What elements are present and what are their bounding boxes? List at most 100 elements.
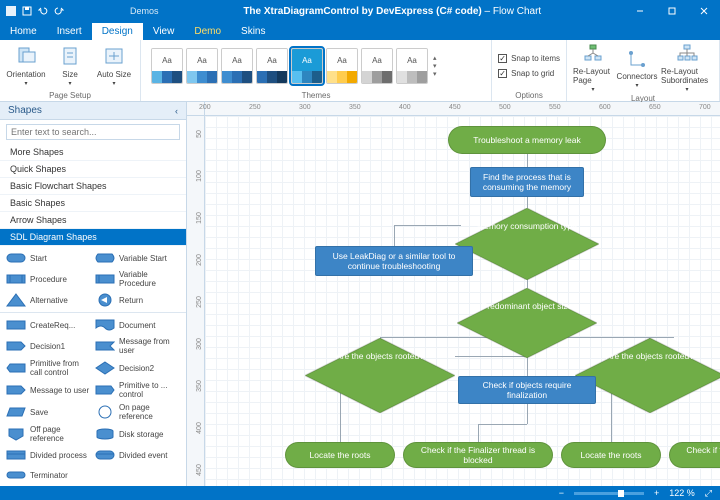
zoom-in-icon[interactable]: + xyxy=(654,488,659,498)
theme-gallery-more[interactable]: ▴▾▾ xyxy=(433,54,445,78)
theme-swatch-1[interactable]: Aa xyxy=(186,48,218,84)
edge xyxy=(527,197,528,208)
shape-create[interactable]: CreateReq... xyxy=(4,315,93,335)
category-item[interactable]: Arrow Shapes xyxy=(0,212,186,229)
shape-divevent[interactable]: Divided event xyxy=(93,445,182,465)
node-terminator[interactable]: Check if the Finalizer thread is blocked xyxy=(403,442,553,468)
zoom-value: 122 % xyxy=(669,488,695,498)
shapes-panel-header: Shapes ‹ xyxy=(0,102,186,120)
redo-icon[interactable] xyxy=(54,6,64,16)
theme-swatch-5[interactable]: Aa xyxy=(326,48,358,84)
ribbon-group-themes: AaAaAaAaAaAaAaAa▴▾▾ Themes xyxy=(141,40,492,101)
shape-alt[interactable]: Alternative xyxy=(4,290,93,310)
theme-swatch-6[interactable]: Aa xyxy=(361,48,393,84)
shape-primto[interactable]: Primitive to ... control xyxy=(93,379,182,401)
node-terminator[interactable]: Locate the roots xyxy=(561,442,661,468)
shape-return[interactable]: Return xyxy=(93,290,182,310)
edge xyxy=(478,424,527,425)
shape-dec1[interactable]: Decision1 xyxy=(4,335,93,357)
node-decision[interactable]: Memory consumption type xyxy=(455,208,599,244)
category-item[interactable]: Basic Flowchart Shapes xyxy=(0,178,186,195)
ribbon: Orientation▾ Size▾ Auto Size▾ Page Setup… xyxy=(0,40,720,102)
node-terminator[interactable]: Troubleshoot a memory leak xyxy=(448,126,606,154)
shape-divproc[interactable]: Divided process xyxy=(4,445,93,465)
node-decision[interactable]: Predominant object size xyxy=(457,288,597,324)
theme-swatch-0[interactable]: Aa xyxy=(151,48,183,84)
tab-design[interactable]: Design xyxy=(92,23,143,40)
category-item[interactable]: SDL Diagram Shapes xyxy=(0,229,186,246)
fit-icon[interactable]: ⤢ xyxy=(705,488,712,499)
shape-disk[interactable]: Disk storage xyxy=(93,423,182,445)
zoom-out-icon[interactable]: − xyxy=(559,488,564,498)
snap-items-checkbox[interactable]: Snap to items xyxy=(498,54,560,63)
maximize-button[interactable] xyxy=(658,0,686,22)
group-label-themes: Themes xyxy=(147,90,485,101)
node-decision[interactable]: Are the objects rooted? xyxy=(575,338,720,374)
edge xyxy=(478,424,479,442)
snap-grid-checkbox[interactable]: Snap to grid xyxy=(498,69,554,78)
shape-primcall[interactable]: Primitive from call control xyxy=(4,357,93,379)
edge xyxy=(527,404,528,424)
ribbon-group-layout: Re-Layout Page▾ Connectors▾ Re-Layout Su… xyxy=(567,40,720,101)
node-process[interactable]: Check if objects require finalization xyxy=(458,376,596,404)
tab-home[interactable]: Home xyxy=(0,23,47,40)
collapse-icon[interactable]: ‹ xyxy=(175,106,178,116)
tab-insert[interactable]: Insert xyxy=(47,23,92,40)
category-item[interactable]: More Shapes xyxy=(0,144,186,161)
shape-msgfrom[interactable]: Message from user xyxy=(93,335,182,357)
relayout-subs-button[interactable]: Re-Layout Subordinates▾ xyxy=(661,42,713,93)
theme-swatch-3[interactable]: Aa xyxy=(256,48,288,84)
node-process[interactable]: Use LeakDiag or a similar tool to contin… xyxy=(315,246,473,276)
group-label-page-setup: Page Setup xyxy=(6,90,134,101)
ruler-vertical: 50100150200250300350400450 xyxy=(187,116,205,486)
zoom-slider[interactable] xyxy=(574,492,644,495)
shape-varstart[interactable]: Variable Start xyxy=(93,248,182,268)
shape-save[interactable]: Save xyxy=(4,401,93,423)
edge xyxy=(394,225,461,226)
orientation-button[interactable]: Orientation▾ xyxy=(6,45,46,87)
undo-icon[interactable] xyxy=(38,6,48,16)
demos-label[interactable]: Demos xyxy=(130,6,159,16)
theme-swatch-7[interactable]: Aa xyxy=(396,48,428,84)
relayout-page-button[interactable]: Re-Layout Page▾ xyxy=(573,42,613,93)
shape-varproc[interactable]: Variable Procedure xyxy=(93,268,182,290)
save-icon[interactable] xyxy=(22,6,32,16)
shape-proc[interactable]: Procedure xyxy=(4,268,93,290)
category-item[interactable]: Basic Shapes xyxy=(0,195,186,212)
group-label-options: Options xyxy=(498,90,560,101)
app-icon xyxy=(6,6,16,16)
shape-msgto[interactable]: Message to user xyxy=(4,379,93,401)
shape-onpage[interactable]: On page reference xyxy=(93,401,182,423)
size-button[interactable]: Size▾ xyxy=(50,45,90,87)
shape-start[interactable]: Start xyxy=(4,248,93,268)
shape-dec2[interactable]: Decision2 xyxy=(93,357,182,379)
autosize-button[interactable]: Auto Size▾ xyxy=(94,45,134,87)
shape-offpage[interactable]: Off page reference xyxy=(4,423,93,445)
edge xyxy=(527,356,528,376)
node-terminator[interactable]: Check if the memory has been reclaimed xyxy=(669,442,720,468)
tab-view[interactable]: View xyxy=(143,23,185,40)
theme-swatch-4[interactable]: Aa xyxy=(291,48,323,84)
tab-skins[interactable]: Skins xyxy=(231,23,275,40)
minimize-button[interactable] xyxy=(626,0,654,22)
category-item[interactable]: Quick Shapes xyxy=(0,161,186,178)
search-input[interactable] xyxy=(6,124,180,140)
node-terminator[interactable]: Locate the roots xyxy=(285,442,395,468)
window-title: The XtraDiagramControl by DevExpress (C#… xyxy=(159,6,626,17)
node-decision[interactable]: Are the objects rooted? xyxy=(305,338,455,374)
tab-demo[interactable]: Demo xyxy=(184,23,231,40)
ribbon-group-options: Snap to items Snap to grid Options xyxy=(492,40,567,101)
theme-swatch-2[interactable]: Aa xyxy=(221,48,253,84)
canvas[interactable]: 200250300350400450500550600650700 501001… xyxy=(187,102,720,486)
title-bar: Demos The XtraDiagramControl by DevExpre… xyxy=(0,0,720,22)
edge xyxy=(527,154,528,167)
ruler-horizontal: 200250300350400450500550600650700 xyxy=(205,102,720,116)
shapes-panel: Shapes ‹ More ShapesQuick ShapesBasic Fl… xyxy=(0,102,187,486)
shape-doc[interactable]: Document xyxy=(93,315,182,335)
close-button[interactable] xyxy=(690,0,718,22)
node-process[interactable]: Find the process that is consuming the m… xyxy=(470,167,584,197)
connectors-button[interactable]: Connectors▾ xyxy=(617,47,657,89)
ribbon-tabs: HomeInsertDesignViewDemoSkins xyxy=(0,22,720,40)
shape-term[interactable]: Terminator xyxy=(4,465,93,485)
ribbon-group-page-setup: Orientation▾ Size▾ Auto Size▾ Page Setup xyxy=(0,40,141,101)
